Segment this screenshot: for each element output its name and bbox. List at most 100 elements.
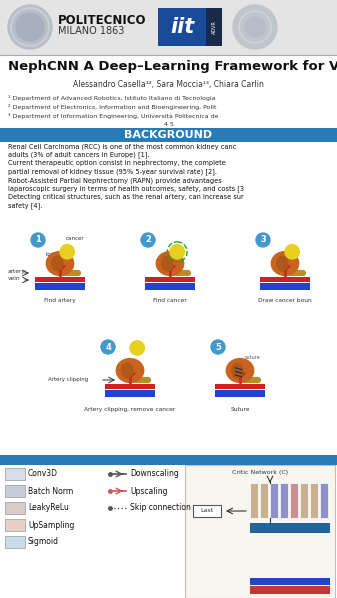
FancyBboxPatch shape — [35, 277, 85, 282]
FancyBboxPatch shape — [5, 485, 25, 497]
Text: Detecting critical structures, such as the renal artery, can increase sur: Detecting critical structures, such as t… — [8, 194, 244, 200]
Text: ³ Department of Information Engineering, Università Politecnica de: ³ Department of Information Engineering,… — [8, 113, 218, 119]
FancyBboxPatch shape — [35, 283, 85, 289]
FancyBboxPatch shape — [105, 384, 155, 389]
Text: Find cancer: Find cancer — [153, 298, 187, 303]
Circle shape — [16, 13, 44, 41]
Text: Renal Cell Carcinoma (RCC) is one of the most common kidney canc: Renal Cell Carcinoma (RCC) is one of the… — [8, 143, 236, 150]
Circle shape — [245, 17, 265, 37]
Circle shape — [31, 233, 45, 247]
FancyBboxPatch shape — [290, 483, 298, 518]
Text: 4: 4 — [105, 343, 111, 352]
Circle shape — [170, 245, 184, 259]
Text: iit: iit — [170, 17, 194, 37]
Text: BACKGROUND: BACKGROUND — [124, 130, 213, 140]
FancyBboxPatch shape — [5, 536, 25, 548]
Text: Last: Last — [201, 508, 214, 514]
Circle shape — [141, 233, 155, 247]
FancyBboxPatch shape — [185, 465, 335, 598]
Ellipse shape — [276, 255, 288, 271]
Text: Artery clipping: Artery clipping — [48, 377, 88, 382]
FancyBboxPatch shape — [145, 277, 195, 282]
Ellipse shape — [271, 251, 299, 276]
FancyBboxPatch shape — [310, 483, 318, 518]
Text: UpSampling: UpSampling — [28, 520, 74, 529]
Text: partial removal of kidney tissue (95% 5-year survival rate) [2].: partial removal of kidney tissue (95% 5-… — [8, 169, 217, 175]
FancyBboxPatch shape — [0, 0, 337, 55]
FancyBboxPatch shape — [250, 523, 330, 533]
Text: Sigmoid: Sigmoid — [28, 538, 59, 547]
Circle shape — [285, 245, 299, 259]
Text: 5: 5 — [215, 343, 221, 352]
FancyBboxPatch shape — [145, 283, 195, 289]
FancyBboxPatch shape — [260, 483, 268, 518]
Text: MILANO 1863: MILANO 1863 — [58, 26, 124, 36]
FancyBboxPatch shape — [300, 483, 308, 518]
Text: adults (3% of adult cancers in Europe) [1].: adults (3% of adult cancers in Europe) [… — [8, 151, 150, 158]
FancyBboxPatch shape — [158, 8, 206, 46]
Circle shape — [211, 340, 225, 354]
FancyBboxPatch shape — [215, 384, 265, 389]
Text: Current therapeutic option consist in nephrectomy, the complete: Current therapeutic option consist in ne… — [8, 160, 226, 166]
Ellipse shape — [51, 255, 64, 271]
Text: Upscaling: Upscaling — [130, 487, 167, 496]
FancyBboxPatch shape — [5, 519, 25, 531]
Text: 4 5: 4 5 — [163, 122, 174, 127]
Circle shape — [101, 340, 115, 354]
FancyBboxPatch shape — [0, 465, 337, 598]
Ellipse shape — [156, 251, 184, 276]
Circle shape — [256, 233, 270, 247]
FancyBboxPatch shape — [250, 483, 258, 518]
Text: Conv3D: Conv3D — [28, 469, 58, 478]
Text: Downscaling: Downscaling — [130, 469, 179, 478]
Text: Find artery: Find artery — [44, 298, 76, 303]
Ellipse shape — [45, 251, 74, 276]
Ellipse shape — [231, 362, 244, 379]
Text: ¹ Department of Advanced Robotics, Istituto Italiano di Tecnologia: ¹ Department of Advanced Robotics, Istit… — [8, 95, 215, 101]
Circle shape — [130, 341, 144, 355]
Text: ADVR: ADVR — [212, 20, 216, 34]
Text: NephCNN A Deep–Learning Framework for Ves: NephCNN A Deep–Learning Framework for Ve… — [8, 60, 337, 73]
FancyBboxPatch shape — [0, 455, 337, 465]
Text: Alessandro Casella¹², Sara Moccia¹³, Chiara Carlin: Alessandro Casella¹², Sara Moccia¹³, Chi… — [73, 80, 264, 89]
FancyBboxPatch shape — [260, 283, 310, 289]
Text: 3: 3 — [260, 236, 266, 245]
Text: 1: 1 — [35, 236, 41, 245]
Ellipse shape — [116, 358, 144, 383]
Ellipse shape — [161, 255, 174, 271]
FancyBboxPatch shape — [270, 483, 278, 518]
Text: Artery clipping, remove cancer: Artery clipping, remove cancer — [84, 407, 176, 412]
Ellipse shape — [225, 358, 254, 383]
Text: safety [4].: safety [4]. — [8, 203, 42, 209]
Text: 2: 2 — [145, 236, 151, 245]
Text: cancer: cancer — [66, 236, 85, 241]
Text: Robot-Assisted Partial Nephrectomy (RAPN) provide advantages: Robot-Assisted Partial Nephrectomy (RAPN… — [8, 177, 222, 184]
FancyBboxPatch shape — [105, 390, 155, 396]
FancyBboxPatch shape — [5, 468, 25, 480]
Text: kidney: kidney — [46, 252, 64, 257]
Text: POLITECNICO: POLITECNICO — [58, 14, 147, 27]
FancyBboxPatch shape — [215, 390, 265, 396]
FancyBboxPatch shape — [0, 128, 337, 142]
FancyBboxPatch shape — [250, 578, 330, 585]
Circle shape — [8, 5, 52, 49]
Text: Skip connection: Skip connection — [130, 504, 191, 512]
Text: Critic Network (C): Critic Network (C) — [232, 470, 288, 475]
FancyBboxPatch shape — [206, 8, 222, 46]
Text: LeakyReLu: LeakyReLu — [28, 504, 69, 512]
Text: vein: vein — [8, 276, 21, 282]
FancyBboxPatch shape — [320, 483, 328, 518]
Text: Suture: Suture — [230, 407, 250, 412]
Text: laparoscopic surgery in terms of health outcomes, safety, and costs [3: laparoscopic surgery in terms of health … — [8, 185, 244, 192]
Text: Batch Norm: Batch Norm — [28, 487, 73, 496]
FancyBboxPatch shape — [193, 505, 221, 517]
Circle shape — [233, 5, 277, 49]
Text: suture: suture — [245, 355, 261, 360]
Text: artery: artery — [8, 270, 26, 274]
Text: ² Department of Electronics, Information and Bioengineering, Polit: ² Department of Electronics, Information… — [8, 104, 216, 110]
FancyBboxPatch shape — [280, 483, 288, 518]
Circle shape — [60, 245, 74, 259]
Text: Draw cancer boun: Draw cancer boun — [258, 298, 312, 303]
FancyBboxPatch shape — [5, 502, 25, 514]
Ellipse shape — [121, 362, 133, 379]
